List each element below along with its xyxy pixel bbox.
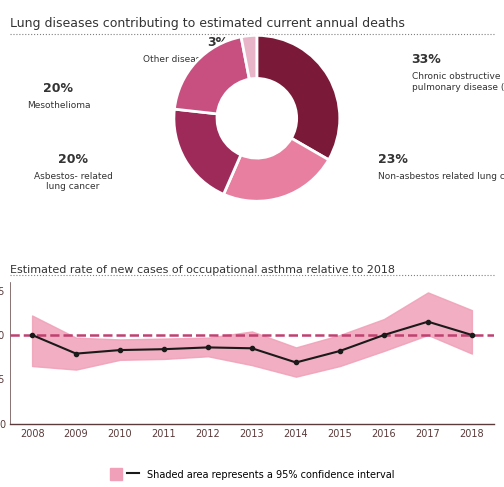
Text: 33%: 33% [412,53,442,66]
Text: Mesothelioma: Mesothelioma [27,101,90,110]
Text: Lung diseases contributing to estimated current annual deaths: Lung diseases contributing to estimated … [10,17,405,30]
Text: Non-asbestos related lung cancer: Non-asbestos related lung cancer [378,172,504,181]
Legend: Shaded area represents a 95% confidence interval: Shaded area represents a 95% confidence … [106,465,398,484]
Text: 20%: 20% [58,153,88,166]
Text: Estimated rate of new cases of occupational asthma relative to 2018: Estimated rate of new cases of occupatio… [10,265,395,276]
Text: Other disease: Other disease [143,55,206,64]
Text: Chronic obstructive
pulmonary disease (COPD): Chronic obstructive pulmonary disease (C… [412,72,504,92]
Text: Asbestos- related
lung cancer: Asbestos- related lung cancer [34,172,112,191]
Text: 3%: 3% [208,36,229,49]
Text: 20%: 20% [43,82,74,95]
Text: 23%: 23% [378,153,408,166]
